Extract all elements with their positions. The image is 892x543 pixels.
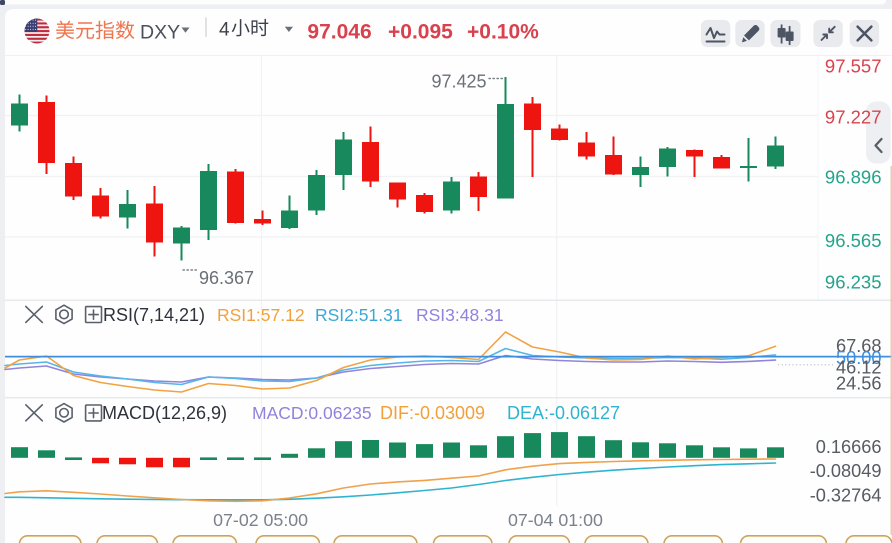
svg-text:50.00: 50.00	[836, 348, 882, 368]
svg-text:97.227: 97.227	[825, 107, 882, 128]
svg-text:0.16666: 0.16666	[816, 437, 882, 457]
svg-text:67.68: 67.68	[836, 336, 882, 356]
svg-text:46.12: 46.12	[836, 358, 882, 378]
svg-text:07-04 01:00: 07-04 01:00	[508, 510, 603, 530]
svg-text:+0.10%: +0.10%	[467, 21, 539, 44]
svg-text:4: 4	[219, 19, 230, 40]
svg-text:97.557: 97.557	[825, 56, 882, 77]
svg-text:MACD:0.06235: MACD:0.06235	[252, 403, 372, 423]
svg-text:-0.08049: -0.08049	[810, 461, 882, 481]
svg-text:RSI2:51.31: RSI2:51.31	[315, 305, 403, 325]
svg-text:97.046: 97.046	[307, 21, 371, 44]
svg-text:MACD(12,26,9): MACD(12,26,9)	[102, 403, 227, 423]
svg-text:RSI3:48.31: RSI3:48.31	[416, 305, 504, 325]
svg-text:RSI1:57.12: RSI1:57.12	[217, 305, 305, 325]
svg-text:96.896: 96.896	[825, 167, 882, 188]
svg-text:+0.095: +0.095	[388, 21, 453, 44]
svg-text:96.565: 96.565	[825, 230, 882, 251]
svg-text:07-02 05:00: 07-02 05:00	[213, 510, 308, 530]
svg-text:DIF:-0.03009: DIF:-0.03009	[380, 403, 485, 423]
svg-text:96.367: 96.367	[199, 268, 254, 288]
svg-text:-0.32764: -0.32764	[810, 486, 882, 506]
svg-text:RSI(7,14,21): RSI(7,14,21)	[103, 305, 205, 325]
svg-text:96.235: 96.235	[825, 272, 882, 293]
svg-text:DXY: DXY	[140, 22, 180, 44]
svg-text:24.56: 24.56	[836, 374, 882, 394]
svg-text:DEA:-0.06127: DEA:-0.06127	[507, 403, 620, 423]
svg-text:97.425: 97.425	[431, 72, 486, 92]
